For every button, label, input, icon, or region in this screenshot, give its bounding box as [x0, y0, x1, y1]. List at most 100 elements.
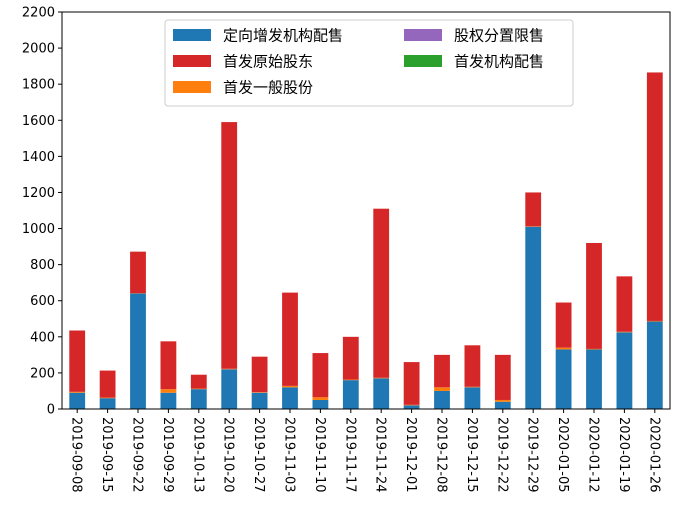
bar-2019-09-08-series-3 — [69, 331, 85, 392]
bar-2019-12-29-series-3 — [525, 192, 541, 226]
bar-2019-12-22-series-0 — [495, 402, 511, 409]
x-tick-label: 2019-11-03 — [282, 417, 297, 493]
bar-2019-12-15-series-1 — [465, 387, 481, 388]
legend-label-0: 定向增发机构配售 — [223, 27, 343, 45]
y-tick-label: 200 — [30, 366, 55, 381]
x-tick-label: 2019-09-22 — [130, 417, 145, 493]
bar-2019-09-22-series-3 — [130, 252, 146, 294]
bar-2019-10-13-series-0 — [191, 389, 207, 409]
bar-2019-09-15-series-3 — [100, 371, 116, 398]
bar-2019-12-22-series-1 — [495, 400, 511, 402]
bar-2020-01-12-series-0 — [586, 349, 602, 409]
x-tick-label: 2019-10-20 — [221, 417, 236, 493]
bar-2019-12-15-series-3 — [465, 345, 481, 387]
bar-2019-09-29-series-3 — [161, 341, 177, 389]
bar-2019-11-03-series-1 — [282, 386, 298, 387]
legend-swatch-4 — [404, 29, 442, 41]
x-tick-label: 2019-10-13 — [190, 417, 205, 493]
legend-swatch-2 — [404, 55, 442, 67]
bar-2019-11-10-series-3 — [313, 353, 329, 397]
bar-2019-09-08-series-1 — [69, 392, 85, 393]
bar-2020-01-19-series-0 — [617, 332, 633, 409]
y-tick-label: 0 — [47, 403, 55, 418]
bar-2019-12-29-series-0 — [525, 227, 541, 409]
bar-2019-09-29-series-1 — [161, 389, 177, 393]
x-tick-label: 2020-01-26 — [646, 417, 661, 493]
x-tick-label: 2019-11-24 — [373, 417, 388, 493]
bar-2020-01-19-series-3 — [617, 276, 633, 331]
bar-2019-10-13-series-3 — [191, 375, 207, 389]
bar-2019-11-17-series-0 — [343, 380, 359, 409]
bar-2019-12-08-series-3 — [434, 355, 450, 387]
bar-2019-11-17-series-1 — [343, 380, 359, 381]
y-tick-label: 1600 — [22, 114, 55, 129]
bar-2019-12-08-series-1 — [434, 387, 450, 391]
bar-2019-10-20-series-3 — [221, 122, 237, 369]
legend-label-1: 首发一般股份 — [223, 79, 313, 97]
x-tick-label: 2019-09-29 — [160, 417, 175, 493]
bar-2019-10-20-series-1 — [221, 369, 237, 370]
x-tick-label: 2019-12-29 — [525, 417, 540, 493]
bar-2019-10-13-series-1 — [191, 389, 207, 390]
y-tick-label: 1000 — [22, 222, 55, 237]
x-tick-label: 2020-01-05 — [555, 417, 570, 493]
bar-2019-11-10-series-0 — [313, 400, 329, 409]
x-tick-label: 2019-12-15 — [464, 417, 479, 493]
y-tick-label: 600 — [30, 294, 55, 309]
bar-2020-01-26-series-1 — [647, 321, 663, 322]
y-tick-label: 1800 — [22, 78, 55, 93]
x-tick-label: 2019-09-15 — [99, 417, 114, 493]
bar-2019-10-20-series-0 — [221, 369, 237, 409]
bar-2020-01-19-series-1 — [617, 332, 633, 333]
bar-2019-11-10-series-1 — [313, 397, 329, 400]
y-tick-label: 2000 — [22, 42, 55, 57]
bar-2019-10-27-series-3 — [252, 357, 268, 393]
x-tick-label: 2019-11-10 — [312, 417, 327, 493]
x-tick-label: 2019-12-22 — [494, 417, 509, 493]
bar-2020-01-05-series-0 — [556, 349, 572, 409]
x-tick-label: 2019-11-17 — [342, 417, 357, 493]
x-tick-label: 2019-10-27 — [251, 417, 266, 493]
bar-2019-11-03-series-0 — [282, 387, 298, 409]
bar-2019-12-01-series-1 — [404, 405, 420, 406]
bar-2019-11-24-series-1 — [373, 378, 389, 379]
bar-2019-11-17-series-3 — [343, 337, 359, 380]
legend-label-3: 首发原始股东 — [223, 53, 313, 71]
bar-2020-01-26-series-0 — [647, 321, 663, 409]
bar-2020-01-05-series-1 — [556, 348, 572, 350]
legend-label-2: 首发机构配售 — [454, 53, 544, 71]
y-tick-label: 1200 — [22, 186, 55, 201]
y-tick-label: 800 — [30, 258, 55, 273]
x-tick-label: 2020-01-19 — [616, 417, 631, 493]
bar-2019-12-15-series-0 — [465, 387, 481, 409]
x-tick-label: 2019-12-01 — [403, 417, 418, 493]
bars-layer — [69, 72, 662, 409]
bar-2019-12-22-series-3 — [495, 355, 511, 400]
bar-2019-09-08-series-0 — [69, 393, 85, 409]
legend-label-4: 股权分置限售 — [454, 27, 544, 45]
bar-2019-09-15-series-1 — [100, 398, 116, 399]
y-tick-label: 2200 — [22, 6, 55, 21]
bar-2019-12-01-series-3 — [404, 362, 420, 405]
bar-2020-01-05-series-3 — [556, 303, 572, 348]
bar-2019-11-24-series-3 — [373, 209, 389, 378]
bar-2019-10-27-series-0 — [252, 393, 268, 409]
y-tick-label: 400 — [30, 330, 55, 345]
x-tick-label: 2019-09-08 — [69, 417, 84, 493]
legend-swatch-1 — [173, 81, 211, 93]
bar-2019-11-03-series-3 — [282, 293, 298, 386]
x-tick-label: 2019-12-08 — [434, 417, 449, 493]
bar-2019-09-15-series-0 — [100, 398, 116, 409]
bar-2019-12-01-series-0 — [404, 405, 420, 409]
bar-2019-09-29-series-0 — [161, 393, 177, 409]
bar-2019-10-27-series-1 — [252, 392, 268, 393]
y-tick-label: 1400 — [22, 150, 55, 165]
bar-2020-01-12-series-1 — [586, 349, 602, 350]
x-tick-label: 2020-01-12 — [586, 417, 601, 493]
bar-2019-12-08-series-0 — [434, 391, 450, 409]
bar-2020-01-12-series-3 — [586, 243, 602, 349]
bar-2020-01-26-series-3 — [647, 72, 663, 320]
bar-2019-11-24-series-0 — [373, 378, 389, 409]
